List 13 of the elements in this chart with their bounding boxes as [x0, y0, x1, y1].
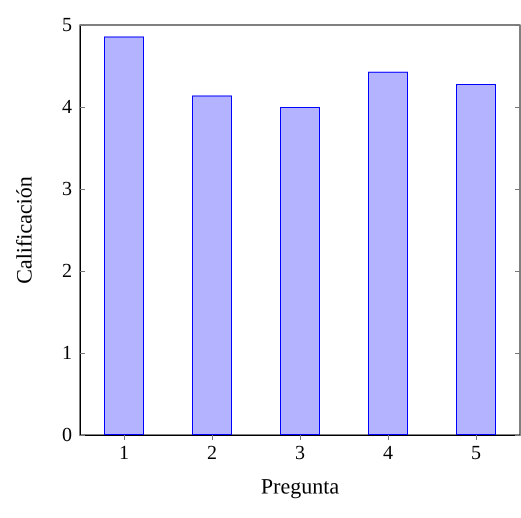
- y-tick-label: 2: [62, 260, 72, 282]
- x-tick-label: 5: [471, 442, 481, 464]
- y-tick-label: 1: [62, 342, 72, 364]
- x-tick-label: 4: [383, 442, 393, 464]
- y-tick-label: 0: [62, 424, 72, 446]
- x-tick-label: 3: [295, 442, 305, 464]
- x-axis-title: Pregunta: [260, 474, 340, 498]
- y-axis-title: Calificación: [12, 176, 36, 284]
- y-tick-label: 5: [62, 14, 72, 36]
- x-tick-label: 2: [207, 442, 217, 464]
- x-tick-label: 1: [119, 442, 129, 464]
- y-tick-label: 4: [62, 96, 72, 118]
- y-tick-label: 3: [62, 178, 72, 200]
